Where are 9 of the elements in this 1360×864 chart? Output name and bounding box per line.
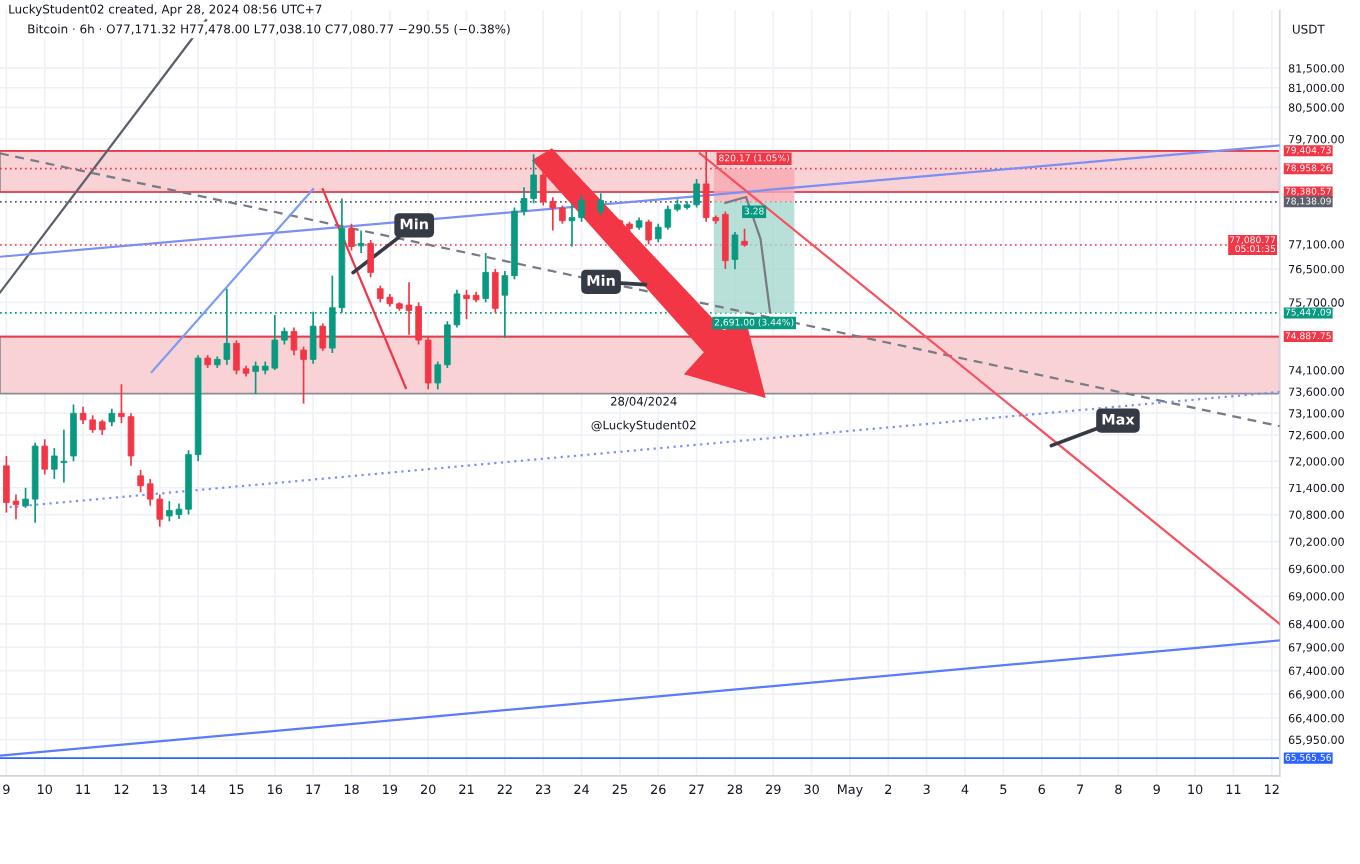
candlestick	[491, 268, 499, 314]
line-series	[724, 195, 772, 314]
candlestick	[597, 192, 605, 217]
candlestick	[41, 438, 49, 476]
candlestick	[357, 229, 365, 254]
candlestick	[70, 403, 77, 463]
candlestick	[741, 227, 748, 248]
candlestick	[482, 252, 489, 304]
candlestick	[731, 231, 739, 270]
